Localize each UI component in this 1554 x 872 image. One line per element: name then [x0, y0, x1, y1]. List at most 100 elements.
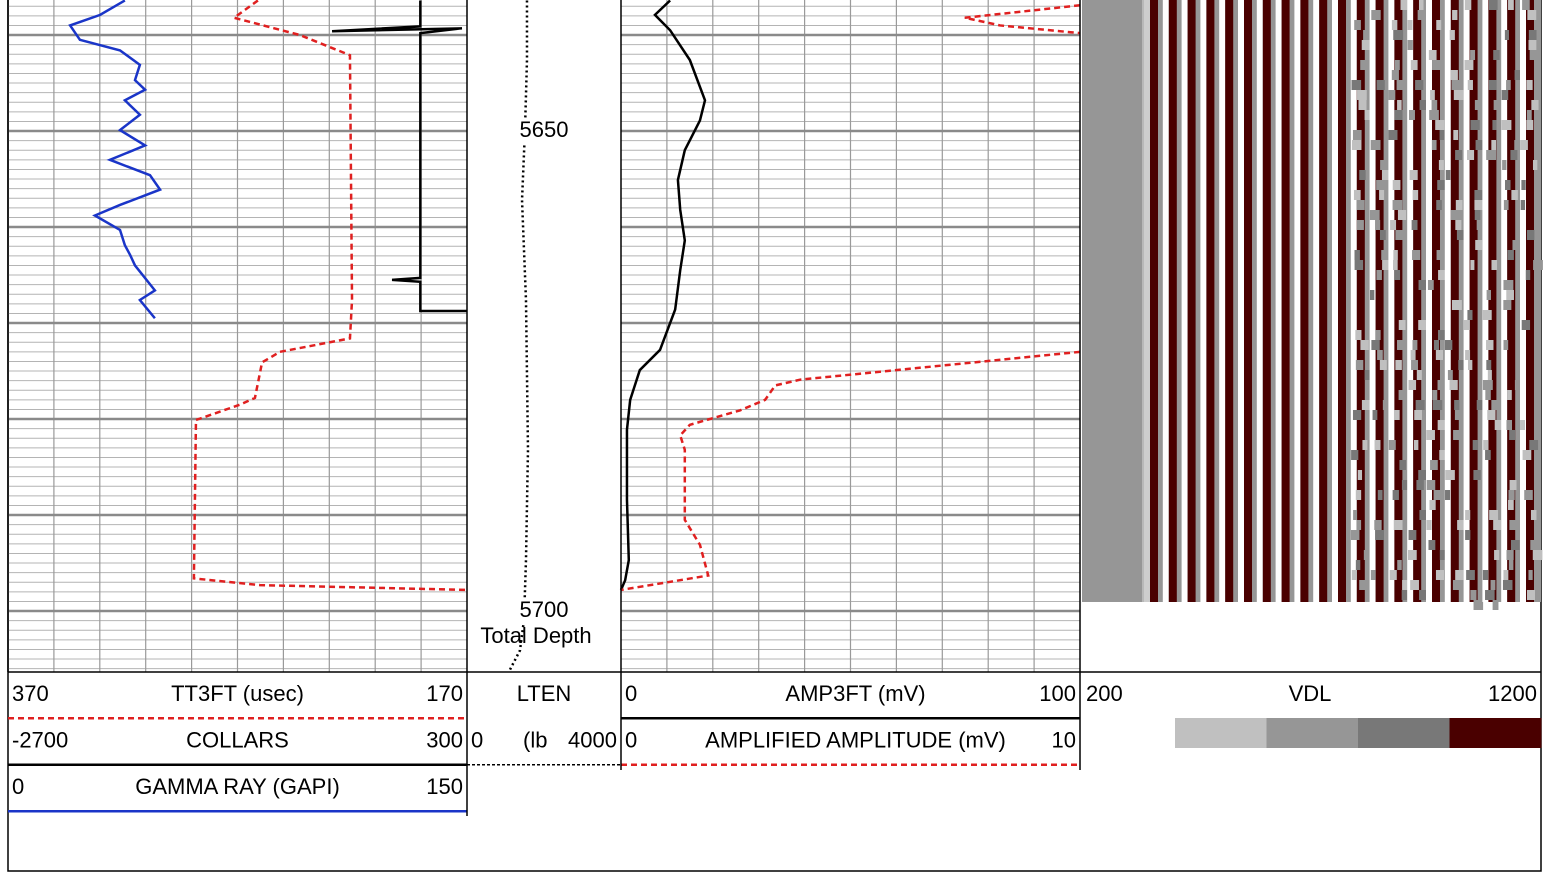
vdl-noise: [1452, 10, 1458, 20]
vdl-noise: [1464, 60, 1474, 70]
vdl-white: [1162, 0, 1169, 602]
vdl-noise: [1426, 480, 1436, 490]
vdl-dark: [1413, 0, 1422, 602]
vdl-noise: [1428, 50, 1437, 60]
vdl-noise: [1394, 60, 1400, 70]
vdl-noise: [1407, 20, 1413, 30]
vdl-noise: [1359, 170, 1366, 180]
vdl-noise: [1352, 410, 1362, 420]
vdl-noise: [1509, 480, 1517, 490]
vdl-edge: [1142, 0, 1150, 602]
vdl-noise: [1433, 340, 1440, 350]
vdl-noise: [1375, 530, 1385, 540]
vdl-noise: [1487, 410, 1496, 420]
vdl-noise: [1432, 400, 1443, 410]
vdl-noise: [1507, 250, 1514, 260]
vdl-noise: [1407, 40, 1413, 50]
vdl-noise: [1418, 470, 1427, 480]
vdl-noise: [1408, 380, 1417, 390]
vdl-light: [1082, 0, 1142, 602]
vdl-noise: [1456, 230, 1464, 240]
vdl-noise: [1428, 540, 1436, 550]
vdl-noise: [1353, 190, 1361, 200]
vdl-noise: [1520, 200, 1526, 210]
vdl-noise: [1361, 40, 1370, 50]
vdl-noise: [1463, 320, 1470, 330]
vdl-noise: [1382, 260, 1390, 270]
vdl-noise: [1382, 400, 1392, 410]
vdl-noise: [1394, 270, 1401, 280]
vdl-noise: [1374, 520, 1382, 530]
vdl-noise: [1439, 550, 1447, 560]
vdl-noise: [1506, 80, 1511, 90]
vdl-noise: [1475, 140, 1486, 150]
vdl-noise: [1374, 440, 1381, 450]
vdl-white: [1520, 0, 1526, 602]
vdl-noise: [1351, 80, 1362, 90]
vdl-noise: [1527, 10, 1537, 20]
vdl-noise: [1436, 200, 1442, 210]
vdl-noise: [1514, 70, 1521, 80]
vdl-dark: [1338, 0, 1346, 602]
vdl-noise: [1396, 80, 1405, 90]
vdl-noise: [1353, 510, 1358, 520]
vdl-dark: [1526, 0, 1534, 602]
vdl-noise: [1503, 200, 1509, 210]
vdl-noise: [1503, 340, 1509, 350]
curve-name: AMP3FT (mV): [785, 681, 925, 706]
vdl-noise: [1528, 40, 1537, 50]
vdl-noise: [1491, 260, 1498, 270]
vdl-noise: [1438, 270, 1446, 280]
vdl-noise: [1454, 410, 1465, 420]
vdl-noise: [1351, 570, 1357, 580]
vdl-noise: [1351, 450, 1359, 460]
vdl-noise: [1397, 340, 1404, 350]
vdl-noise: [1419, 100, 1428, 110]
vdl-noise: [1472, 440, 1479, 450]
vdl-noise: [1393, 520, 1403, 530]
vdl-white: [1294, 0, 1301, 602]
vdl-noise: [1364, 110, 1372, 120]
vdl-noise: [1379, 190, 1385, 200]
vdl-noise: [1502, 580, 1513, 590]
vdl-noise: [1476, 220, 1486, 230]
vdl-noise: [1398, 390, 1404, 400]
vdl-noise: [1435, 570, 1444, 580]
vdl-noise: [1520, 420, 1525, 430]
vdl-white: [1200, 0, 1207, 602]
vdl-noise: [1486, 290, 1491, 300]
color-scale-swatch: [1358, 718, 1450, 748]
vdl-noise: [1520, 140, 1528, 150]
vdl-noise: [1482, 310, 1492, 320]
vdl-noise: [1524, 490, 1533, 500]
vdl-noise: [1401, 480, 1411, 490]
curve: [508, 0, 530, 671]
vdl-noise: [1506, 420, 1513, 430]
vdl-noise: [1467, 80, 1473, 90]
vdl-noise: [1458, 360, 1464, 370]
vdl-noise: [1485, 390, 1491, 400]
vdl-noise: [1521, 180, 1526, 190]
vdl-noise: [1381, 250, 1387, 260]
scale-left: 0: [12, 774, 24, 799]
vdl-noise: [1508, 560, 1514, 570]
vdl-noise: [1474, 100, 1484, 110]
vdl-noise: [1470, 120, 1480, 130]
vdl-noise: [1450, 70, 1458, 80]
vdl-noise: [1354, 260, 1364, 270]
vdl-noise: [1354, 250, 1360, 260]
vdl-noise: [1413, 440, 1419, 450]
vdl-dark: [1281, 0, 1290, 602]
scale-left: 200: [1086, 681, 1123, 706]
vdl-noise: [1426, 430, 1435, 440]
vdl-noise: [1380, 160, 1389, 170]
vdl-noise: [1467, 310, 1473, 320]
vdl-dark: [1206, 0, 1215, 602]
vdl-noise: [1510, 540, 1520, 550]
vdl-noise: [1449, 380, 1458, 390]
depth-label: 5700: [520, 597, 569, 622]
vdl-noise: [1492, 600, 1499, 610]
vdl-noise: [1501, 90, 1509, 100]
depth-label-bg: [514, 599, 574, 624]
